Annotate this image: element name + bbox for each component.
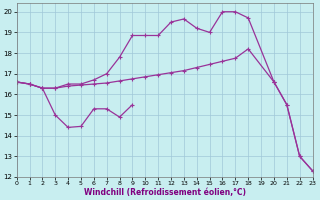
X-axis label: Windchill (Refroidissement éolien,°C): Windchill (Refroidissement éolien,°C) xyxy=(84,188,245,197)
